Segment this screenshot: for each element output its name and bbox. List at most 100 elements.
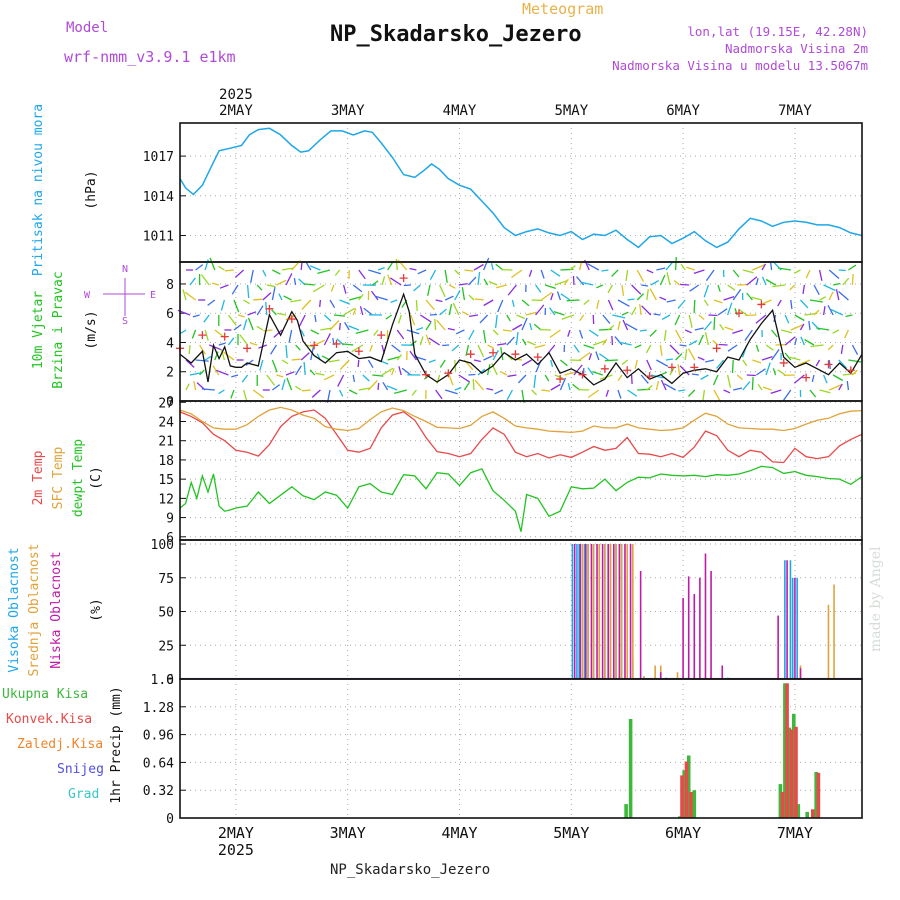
wind-arrow: [179, 329, 187, 335]
pressure-panel: [179, 122, 863, 263]
pressure-frame: [179, 122, 863, 263]
wind-arrow: [618, 341, 632, 346]
wind-arrow: [712, 374, 719, 386]
wind-arrow: [752, 359, 762, 364]
wind-arrow: [455, 329, 465, 335]
wind-arrow: [506, 389, 513, 401]
wind-arrow: [372, 280, 379, 286]
wind-arrow: [621, 311, 629, 316]
wind-arrow: [678, 389, 686, 392]
pressure-ylabel: Pritisak na nivou mora: [31, 104, 46, 276]
wind-arrow: [483, 257, 490, 271]
wind-arrow: [726, 374, 732, 388]
wind-arrow: [309, 369, 316, 376]
wind-arrow: [472, 378, 475, 391]
wind-arrow: [848, 359, 862, 363]
wind-arrow: [409, 267, 417, 271]
bottom-date-label: 6MAY: [665, 824, 701, 842]
wind-arrow: [833, 282, 841, 286]
wind-arrow: [818, 269, 823, 281]
wind-arrow: [645, 344, 652, 354]
wind-gust-marker: [623, 366, 632, 375]
wind-arrow: [528, 269, 533, 277]
precipitation-ytick-label: 0.32: [143, 784, 174, 799]
wind-arrow: [742, 381, 751, 391]
wind-arrow: [323, 374, 335, 381]
wind-arrow: [477, 272, 481, 286]
wind-arrow: [406, 329, 420, 335]
wind-gust-marker: [556, 375, 565, 384]
wind-arrow: [223, 351, 235, 361]
wind-arrow: [273, 329, 283, 338]
wind-arrow: [242, 389, 248, 401]
wind-arrow: [646, 289, 649, 301]
wind-arrow: [473, 263, 484, 271]
wind-arrow: [208, 344, 222, 351]
wind-arrow: [339, 299, 351, 305]
wind-arrow: [661, 314, 671, 320]
pressure-ytick-label: 1011: [143, 230, 174, 245]
meteogram-subtitle: Meteogram: [522, 0, 604, 18]
wind-arrow: [301, 389, 311, 392]
station-title: NP_Skadarsko_Jezero: [330, 22, 582, 47]
wind-arrow: [835, 289, 840, 301]
total-precip-bar: [814, 772, 818, 818]
wind-arrow: [477, 344, 485, 358]
wind-arrow: [541, 389, 551, 392]
temp-ylabel-sfc: SFC Temp: [51, 447, 66, 510]
wind-arrow: [684, 349, 688, 361]
wind-arrow: [387, 262, 394, 271]
wind-arrow: [351, 344, 364, 353]
wind-arrow: [550, 383, 561, 391]
wind-arrow: [461, 311, 469, 316]
wind-arrow: [188, 344, 191, 355]
wind-arrow: [680, 283, 690, 286]
wind-arrow: [717, 284, 721, 292]
wind-ylabel-1: 10m Vjetar: [31, 291, 46, 369]
wind-arrow: [382, 381, 389, 391]
wind-arrow: [649, 288, 657, 301]
wind-arrow: [288, 329, 293, 343]
wind-arrow: [617, 321, 621, 331]
wind-arrow: [703, 321, 712, 331]
wind-arrow: [742, 269, 754, 274]
wind-arrow: [663, 329, 667, 341]
wind-arrow: [770, 389, 782, 395]
wind-arrow: [372, 374, 384, 377]
wind-arrow: [579, 314, 585, 322]
wind-arrow: [712, 340, 719, 346]
wind-arrow: [736, 374, 744, 380]
wind-arrow: [646, 385, 653, 391]
wind-arrow: [566, 299, 580, 302]
wind-arrow: [789, 284, 796, 291]
bottom-date-label: 5MAY: [553, 824, 589, 842]
wind-arrow: [665, 358, 673, 361]
pressure-unit: (hPa): [84, 170, 99, 209]
wind-arrow: [285, 371, 295, 376]
wind-arrow: [659, 274, 666, 286]
wind-arrow: [742, 359, 748, 367]
total-precip-bar: [678, 816, 682, 818]
wind-arrow: [811, 374, 815, 382]
wind-arrow: [474, 379, 485, 391]
wind-arrow: [434, 318, 437, 331]
wind-arrow: [819, 389, 831, 394]
wind-arrow: [189, 277, 196, 286]
wind-arrow: [444, 295, 454, 301]
wind-arrow: [665, 261, 674, 271]
wind-arrow: [389, 277, 402, 286]
wind-arrow: [428, 359, 436, 364]
wind-arrow: [723, 295, 735, 301]
temperature-ytick-label: 9: [166, 512, 174, 527]
wind-arrow: [330, 284, 335, 292]
wind-arrow: [573, 364, 583, 376]
wind-arrow: [755, 278, 759, 286]
wind-arrow: [358, 387, 370, 391]
total-precip-bar: [682, 770, 686, 818]
conv-precip-bar: [811, 809, 815, 818]
wind-arrow: [724, 326, 734, 331]
wind-arrow: [231, 374, 239, 378]
wind-arrow: [256, 284, 263, 291]
wind-arrow: [592, 340, 606, 346]
wind-arrow: [731, 359, 734, 374]
